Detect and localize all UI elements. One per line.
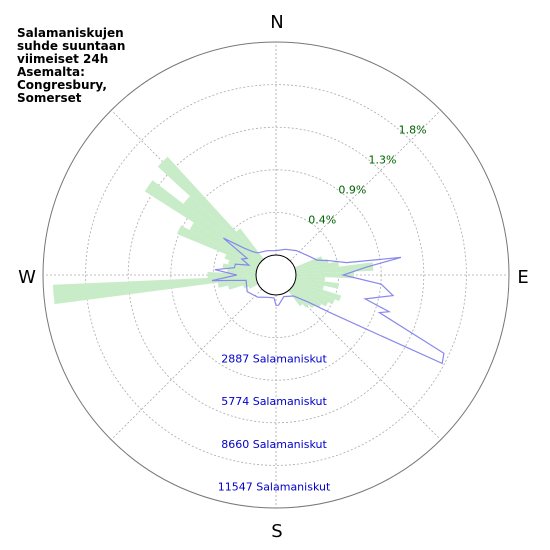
direction-bar [295,258,329,271]
percent-tick-label: 1.8% [399,123,427,136]
direction-bar [294,281,342,302]
count-tick-label: 2887 Salamaniskut [221,353,327,366]
strike-count-line [211,237,445,365]
direction-bar [293,282,335,305]
grid-spoke [289,288,442,441]
direction-bar [183,196,262,263]
count-tick-label: 8660 Salamaniskut [221,438,327,451]
direction-bar [189,222,260,266]
title-line: Congresbury, [17,78,107,92]
direction-bar [248,282,259,289]
count-tick-label: 5774 Salamaniskut [221,395,327,408]
percent-tick-label: 1.3% [369,153,397,166]
direction-bar [144,180,261,265]
compass-north-label: N [270,12,283,33]
direction-bar [228,260,257,271]
direction-bar [227,268,257,275]
direction-bar [295,271,355,279]
grid-spoke [110,109,263,262]
direction-bar [228,279,257,290]
direction-bar [157,156,263,262]
title-line: Asemalta: [17,65,85,79]
center-circle [255,254,297,296]
title-line: suhde suuntaan [17,39,126,53]
percent-bars [52,156,374,309]
title-line: Salamaniskujen [17,26,124,40]
direction-bar [217,277,257,288]
direction-bar [207,272,257,278]
direction-bar [52,275,257,305]
grid-ring [127,126,425,424]
direction-bar [295,261,340,273]
count-tick-label: 11547 Salamaniskut [218,480,331,493]
grid-ring [85,84,467,466]
direction-bar [177,225,259,268]
chart-title: Salamaniskujen suhde suuntaan viimeiset … [17,27,137,105]
grid-spoke [289,109,442,262]
direction-bar [288,289,303,307]
compass-west-label: W [18,267,36,288]
direction-bar [295,279,324,290]
title-line: Somerset [17,91,82,105]
percent-tick-label: 0.9% [338,184,366,197]
direction-bar [291,285,322,308]
radial-labels: 0.4% 0.9% 1.3% 1.8% 2887 Salamaniskut 5774 Sa… [218,123,427,493]
direction-bar [295,277,340,289]
compass-east-label: E [517,267,528,288]
title-line: viimeiset 24h [17,52,109,66]
compass-south-label: S [271,521,282,542]
direction-bar [292,284,329,307]
direction-bar [295,275,325,282]
direction-bar [222,263,257,273]
grid-spoke [110,288,263,441]
percent-tick-label: 0.4% [308,214,336,227]
count-line-layer [211,237,445,365]
